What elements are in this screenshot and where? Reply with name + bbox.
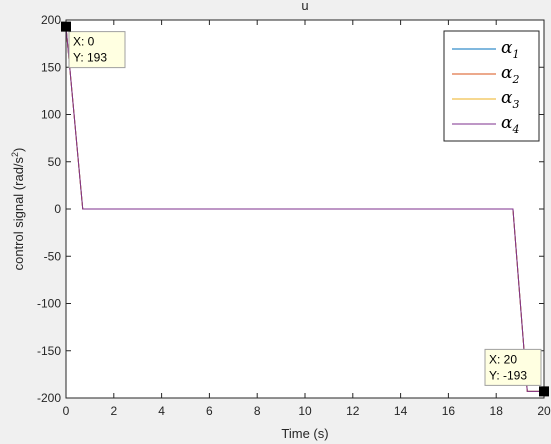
x-axis-label: Time (s) — [281, 426, 328, 441]
datatip-x-1: X: 0 — [73, 35, 95, 49]
y-tick-label: -200 — [37, 391, 61, 405]
y-tick-label: 200 — [41, 13, 61, 27]
datatip-marker-1[interactable] — [61, 21, 71, 32]
datatip-x-2: X: 20 — [489, 352, 517, 366]
x-tick-label: 8 — [254, 404, 261, 418]
datatip-box-2[interactable] — [484, 348, 542, 386]
x-tick-label: 0 — [63, 404, 70, 418]
y-tick-label: -150 — [37, 344, 61, 358]
datatip-box-1[interactable] — [68, 31, 126, 69]
x-tick-label: 4 — [158, 404, 165, 418]
y-tick-label: 100 — [41, 108, 61, 122]
legend-entry-3: α3 — [501, 88, 519, 111]
y-tick-label: 0 — [54, 202, 61, 216]
y-axis-label-sup: 2 — [10, 152, 20, 157]
x-tick-label: 18 — [490, 404, 504, 418]
legend-entry-4: α4 — [501, 113, 519, 136]
legend-entry-1: α1 — [501, 38, 519, 61]
x-tick-label: 16 — [442, 404, 456, 418]
series-line-4 — [65, 26, 544, 392]
y-tick-label: -50 — [44, 249, 62, 263]
y-axis-label: control signal (rad/s2) — [10, 148, 26, 271]
x-tick-label: 12 — [346, 404, 360, 418]
datatip-y-1: Y: 193 — [73, 51, 107, 65]
y-tick-label: 150 — [41, 60, 61, 74]
y-axis-label-text: control signal (rad/s — [11, 156, 26, 270]
y-axis-label-close: ) — [11, 148, 26, 152]
x-tick-label: 20 — [537, 404, 551, 418]
x-tick-label: 6 — [206, 404, 213, 418]
chart-title: u — [301, 0, 308, 13]
x-tick-label: 14 — [394, 404, 408, 418]
datatip-marker-2[interactable] — [539, 386, 549, 397]
x-tick-label: 2 — [110, 404, 117, 418]
y-tick-label: -100 — [37, 297, 61, 311]
legend-entry-2: α2 — [501, 63, 519, 86]
y-tick-label: 50 — [48, 155, 62, 169]
datatip-y-2: Y: -193 — [489, 368, 527, 382]
x-tick-label: 10 — [298, 404, 312, 418]
